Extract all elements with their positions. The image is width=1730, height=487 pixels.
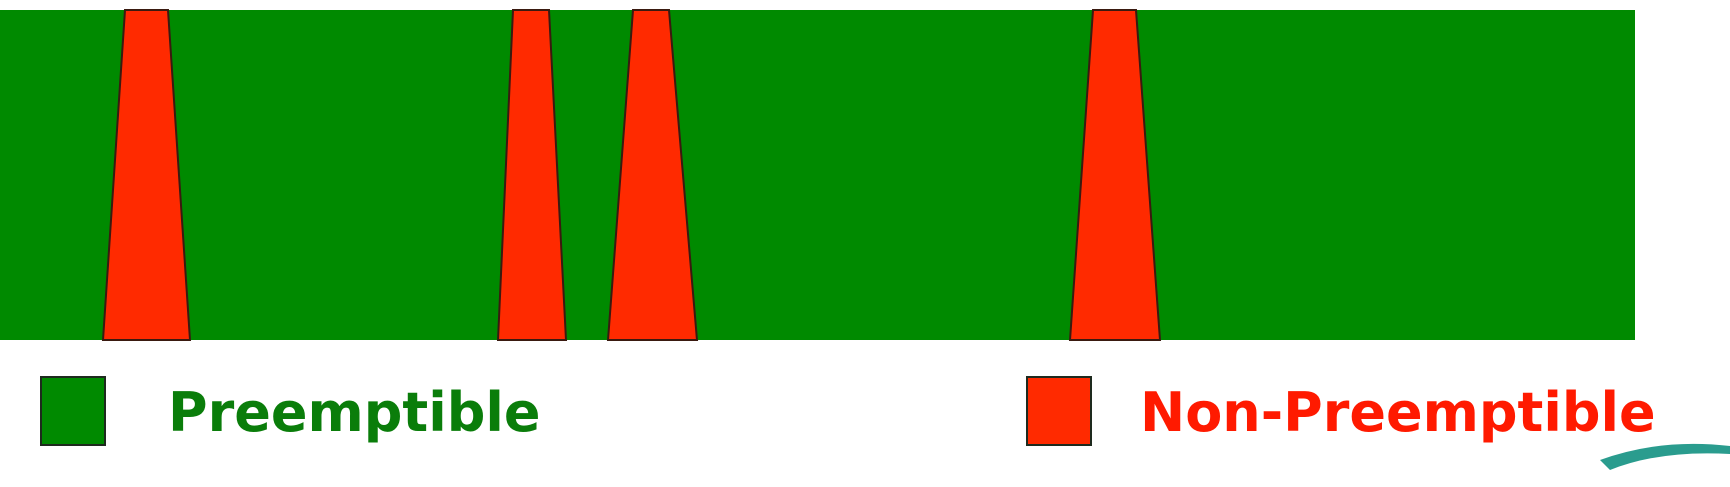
preemptible-region	[0, 10, 1635, 340]
non-preemptible-spike-3	[606, 9, 699, 341]
legend-preemptible-swatch	[40, 376, 106, 446]
decorative-swoosh	[1600, 443, 1730, 470]
non-preemptible-spikes	[101, 9, 1162, 341]
legend-non-preemptible-label: Non-Preemptible	[1140, 381, 1656, 444]
non-preemptible-spike-1	[101, 9, 192, 341]
legend-non-preemptible-swatch	[1026, 376, 1092, 446]
non-preemptible-spike-2	[496, 9, 568, 341]
non-preemptible-spike-4	[1068, 9, 1162, 341]
legend-preemptible-label: Preemptible	[168, 381, 541, 444]
